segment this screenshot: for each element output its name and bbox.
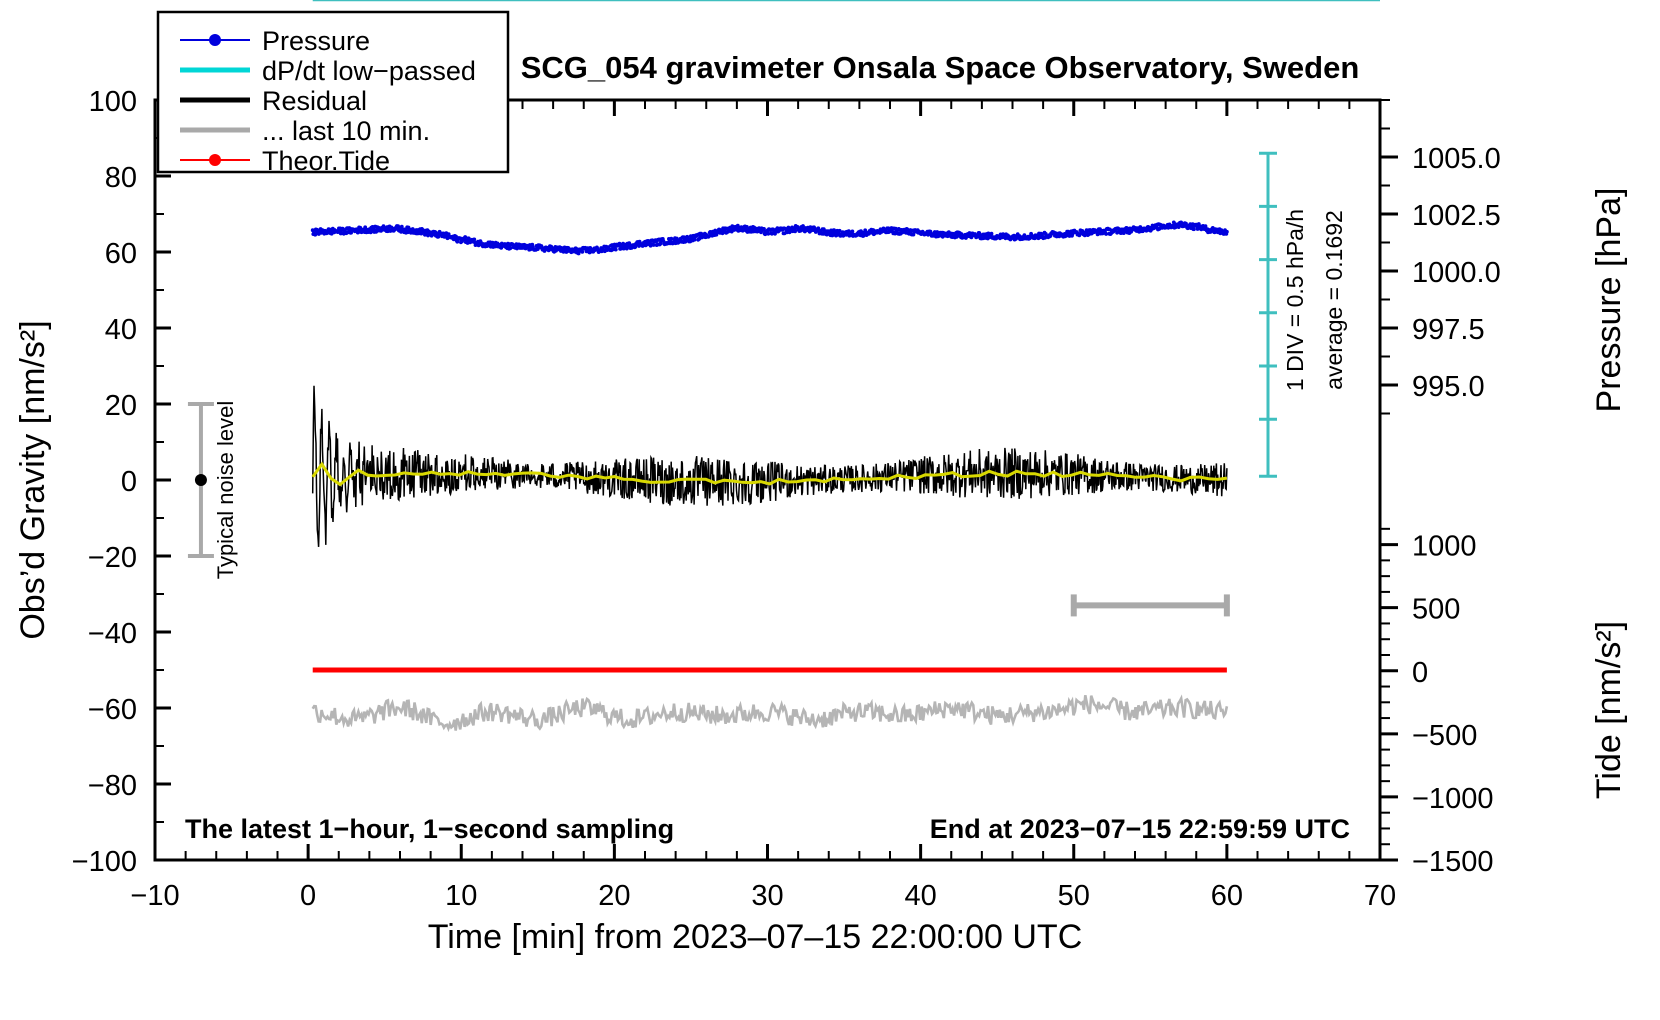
x-tick-label: −10	[130, 880, 179, 912]
x-tick-label: 0	[300, 880, 316, 912]
dpdt-scale-label: 1 DIV = 0.5 hPa/h	[1282, 209, 1308, 391]
pressure-point	[651, 243, 656, 247]
x-tick-label: 60	[1211, 880, 1243, 912]
pressure-point	[837, 228, 842, 233]
y-tick-label: −100	[72, 846, 137, 878]
chart-annotations	[187, 151, 1277, 617]
residual-smoothed-trace	[311, 461, 1228, 487]
pressure-tick-label: 1005.0	[1412, 143, 1501, 175]
pressure-tick-label: 1000.0	[1412, 257, 1501, 289]
pressure-point	[940, 234, 945, 239]
y-tick-label: 0	[121, 466, 137, 498]
pressure-point	[935, 230, 940, 234]
pressure-point	[508, 246, 513, 251]
pressure-point	[793, 229, 797, 234]
pressure-point	[1017, 234, 1022, 238]
legend-label-0[interactable]: Pressure	[262, 26, 370, 56]
y-tick-label: −80	[88, 770, 137, 802]
tide-tick-label: 0	[1412, 657, 1428, 689]
y-tick-label: 20	[105, 390, 137, 422]
x-tick-label: 30	[751, 880, 783, 912]
x-tick-label: 10	[445, 880, 477, 912]
y-axis-title-left: Obs’d Gravity [nm/s²]	[14, 320, 52, 639]
pressure-point	[613, 247, 618, 252]
y-tick-label: 100	[89, 86, 137, 118]
legend-label-3[interactable]: ... last 10 min.	[262, 116, 430, 146]
pressure-point	[1138, 225, 1143, 229]
pressure-point	[1203, 224, 1208, 229]
pressure-point	[669, 236, 674, 241]
pressure-point	[766, 231, 771, 236]
pressure-point	[455, 239, 460, 244]
pressure-tick-label: 997.5	[1412, 314, 1485, 346]
legend-marker-0	[209, 34, 221, 46]
pressure-point	[911, 232, 916, 237]
pressure-point	[989, 231, 994, 236]
axis-ticks: −10 0 10 20 30 40 50 60 70100806040200−20−40−60−…	[72, 86, 1501, 912]
noise-center-point	[194, 474, 207, 486]
dpdt-average-label: average = 0.1692	[1321, 210, 1347, 390]
pressure-point	[1115, 230, 1119, 235]
y-axis-title-tide: Tide [nm/s²]	[1590, 621, 1628, 799]
pressure-point	[846, 229, 851, 234]
x-tick-label: 20	[598, 880, 630, 912]
y-tick-label: 60	[105, 238, 137, 270]
pressure-point	[472, 237, 477, 242]
pressure-point	[580, 250, 585, 254]
x-axis-title: Time [min] from 2023‒07‒15 22:00:00 UTC	[428, 918, 1083, 956]
x-tick-label: 70	[1364, 880, 1396, 912]
annotation-bottom-right: End at 2023−07−15 22:59:59 UTC	[930, 814, 1350, 844]
pressure-point	[905, 227, 910, 232]
x-tick-label: 50	[1058, 880, 1090, 912]
tide-tick-label: 500	[1412, 594, 1460, 626]
pressure-point	[850, 229, 855, 234]
tide-tick-label: −1500	[1412, 846, 1493, 878]
legend-label-4[interactable]: Theor.Tide	[262, 146, 390, 176]
pressure-point	[1192, 227, 1196, 232]
pressure-point	[576, 251, 581, 256]
pressure-point	[863, 228, 868, 233]
pressure-point	[1225, 229, 1229, 234]
pressure-tick-label: 995.0	[1412, 371, 1485, 403]
legend-label-1[interactable]: dP/dt low−passed	[262, 56, 476, 86]
pressure-tick-label: 1002.5	[1412, 200, 1501, 232]
y-tick-label: −20	[88, 542, 137, 574]
y-axis-title-pressure: Pressure [hPa]	[1590, 188, 1628, 413]
last-10-min-trace	[311, 694, 1229, 733]
page-title: SCG_054 gravimeter Onsala Space Observat…	[521, 50, 1360, 85]
noise-level-label: Typical noise level	[213, 401, 238, 580]
tide-tick-label: 1000	[1412, 531, 1477, 563]
pressure-point	[969, 235, 974, 240]
x-tick-label: 40	[904, 880, 936, 912]
y-tick-label: 40	[105, 314, 137, 346]
pressure-point	[1088, 228, 1093, 232]
pressure-point	[436, 234, 441, 239]
legend-marker-4	[209, 154, 221, 166]
tide-tick-label: −1000	[1412, 783, 1493, 815]
y-tick-label: −40	[88, 618, 137, 650]
pressure-point	[674, 236, 679, 241]
pressure-point	[1104, 232, 1108, 236]
tide-tick-label: −500	[1412, 720, 1477, 752]
legend-label-2[interactable]: Residual	[262, 86, 367, 116]
pressure-point	[463, 235, 468, 239]
pressure-point	[692, 237, 697, 242]
data-traces	[310, 0, 1380, 733]
y-tick-label: 80	[105, 162, 137, 194]
y-tick-label: −60	[88, 694, 137, 726]
annotation-bottom-left: The latest 1−hour, 1−second sampling	[185, 814, 674, 844]
pressure-trace	[310, 220, 1229, 256]
